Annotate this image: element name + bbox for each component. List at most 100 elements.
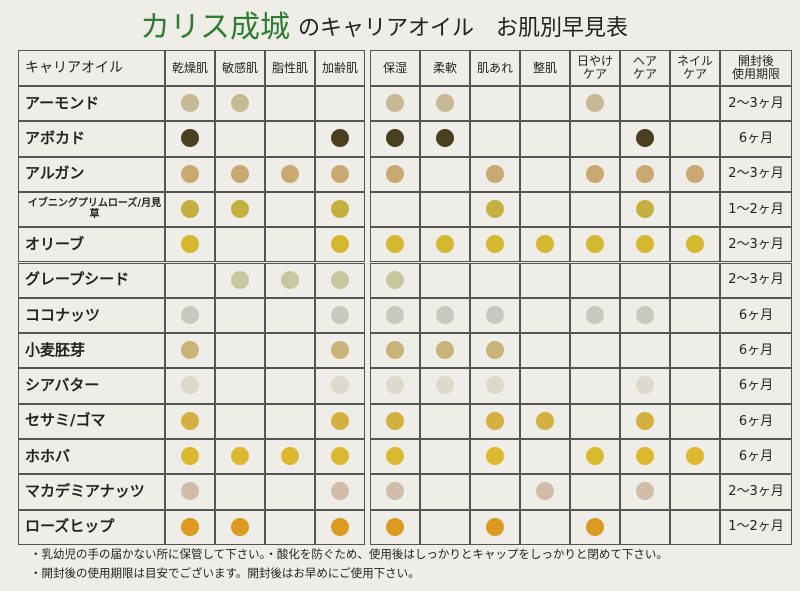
cell xyxy=(265,262,315,298)
cell xyxy=(215,121,265,157)
dot xyxy=(331,411,349,430)
cell xyxy=(165,191,215,228)
oil-name: グレープシード xyxy=(18,262,165,298)
dot xyxy=(386,305,404,324)
cell xyxy=(165,156,215,192)
dot xyxy=(331,199,349,218)
oil-name: マカデミアナッツ xyxy=(18,474,165,510)
dot xyxy=(586,305,604,324)
cell xyxy=(370,86,420,122)
cell xyxy=(265,368,315,404)
cell xyxy=(265,156,315,192)
dot xyxy=(536,235,554,254)
cell xyxy=(315,333,365,369)
cell xyxy=(670,509,720,545)
cell xyxy=(470,333,520,369)
cell xyxy=(520,156,570,192)
dot xyxy=(436,376,454,395)
cell xyxy=(570,86,620,122)
cell xyxy=(420,156,470,192)
dot xyxy=(586,94,604,112)
dot xyxy=(231,270,249,289)
cell xyxy=(370,333,420,369)
dot xyxy=(586,235,604,254)
cell xyxy=(620,297,670,334)
column-header: ネイル ケア xyxy=(670,50,720,86)
cell xyxy=(470,156,520,192)
column-header: 脂性肌 xyxy=(265,50,315,86)
cell xyxy=(470,191,520,228)
cell xyxy=(620,262,670,298)
cell xyxy=(315,262,365,298)
cell xyxy=(215,333,265,369)
cell xyxy=(520,121,570,157)
dot xyxy=(486,411,504,430)
cell xyxy=(165,403,215,439)
cell xyxy=(570,262,620,298)
oil-name: シアバター xyxy=(18,368,165,404)
cell xyxy=(265,509,315,545)
dot xyxy=(331,341,349,360)
cell xyxy=(215,509,265,545)
brand: カリス成城 xyxy=(140,10,290,45)
cell xyxy=(620,474,670,510)
cell xyxy=(420,509,470,545)
cell xyxy=(620,368,670,404)
dot xyxy=(386,517,404,536)
cell xyxy=(520,474,570,510)
cell xyxy=(620,403,670,439)
dot xyxy=(486,376,504,395)
cell xyxy=(165,86,215,122)
cell xyxy=(420,439,470,475)
column-header: 日やけ ケア xyxy=(570,50,620,86)
cell xyxy=(570,227,620,263)
cell xyxy=(570,368,620,404)
dot xyxy=(386,164,404,183)
cell xyxy=(470,368,520,404)
cell xyxy=(420,86,470,122)
cell xyxy=(265,191,315,228)
dot xyxy=(181,235,199,254)
cell xyxy=(570,403,620,439)
oil-name: 小麦胚芽 xyxy=(18,333,165,369)
cell xyxy=(520,403,570,439)
dot xyxy=(436,305,454,324)
dot xyxy=(636,199,654,218)
column-header: 整肌 xyxy=(520,50,570,86)
cell xyxy=(620,439,670,475)
dot xyxy=(181,482,199,501)
dot xyxy=(181,199,199,218)
cell xyxy=(620,191,670,228)
cell xyxy=(470,297,520,334)
dot xyxy=(486,517,504,536)
dot xyxy=(486,305,504,324)
cell xyxy=(215,368,265,404)
cell xyxy=(165,297,215,334)
cell xyxy=(670,333,720,369)
cell xyxy=(520,86,570,122)
cell xyxy=(215,439,265,475)
dot xyxy=(636,129,654,148)
cell xyxy=(370,191,420,228)
cell xyxy=(165,121,215,157)
cell xyxy=(420,227,470,263)
cell xyxy=(570,439,620,475)
period: 6ヶ月 xyxy=(720,297,792,334)
dot xyxy=(386,482,404,501)
cell xyxy=(420,191,470,228)
cell xyxy=(370,227,420,263)
cell xyxy=(315,474,365,510)
dot xyxy=(436,235,454,254)
cell xyxy=(315,439,365,475)
oil-name: セサミ/ゴマ xyxy=(18,403,165,439)
dot xyxy=(331,129,349,148)
cell xyxy=(370,121,420,157)
dot xyxy=(686,447,704,465)
cell xyxy=(215,86,265,122)
dot xyxy=(231,199,249,218)
cell xyxy=(165,368,215,404)
dot xyxy=(231,517,249,536)
cell xyxy=(520,191,570,228)
dot xyxy=(281,270,299,289)
dot xyxy=(181,94,199,112)
